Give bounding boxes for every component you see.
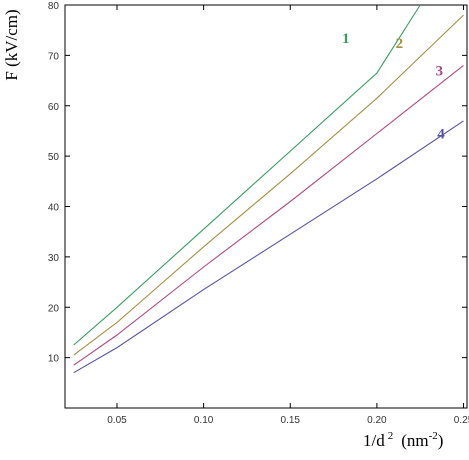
x-axis-title-unit-close: ): [438, 431, 444, 450]
y-axis: 10 20 30 40 50 60 70 80: [48, 1, 467, 365]
series-line-3: [73, 64, 464, 366]
x-tick-label: 0.10: [194, 415, 214, 426]
x-axis-title-unit: (nm: [401, 431, 428, 450]
x-axis-title-unit-superscript: -2: [429, 430, 438, 442]
series-label-2: 2: [396, 36, 404, 52]
series-lines: [73, 4, 464, 374]
x-tick-label: 0.05: [107, 415, 127, 426]
series-line-1: [73, 4, 421, 346]
series-line-4: [73, 120, 464, 374]
x-axis-title-superscript: 2: [388, 430, 394, 442]
x-tick-label: 0.15: [281, 415, 301, 426]
x-tick-label: 0.25: [454, 415, 469, 426]
x-axis-title: 1/d 2 (nm-2): [363, 430, 443, 450]
series-line-2: [73, 14, 464, 356]
y-axis-title: F (kV/cm): [2, 9, 21, 80]
x-tick-label: 0.20: [367, 415, 387, 426]
series-label-4: 4: [437, 126, 445, 142]
series-label-1: 1: [342, 31, 350, 47]
y-tick-label: 10: [48, 354, 60, 365]
y-tick-label: 40: [48, 203, 60, 214]
y-tick-label: 60: [48, 102, 60, 113]
x-axis: 0.05 0.10 0.15 0.20 0.25: [107, 5, 469, 426]
y-tick-label: 30: [48, 253, 60, 264]
y-tick-label: 80: [48, 1, 60, 12]
y-tick-label: 50: [48, 152, 60, 163]
y-tick-label: 70: [48, 51, 60, 62]
y-tick-label: 20: [48, 303, 60, 314]
plot-frame: [64, 4, 468, 409]
x-axis-title-main: 1/d: [363, 431, 385, 450]
series-label-3: 3: [436, 64, 444, 80]
series-labels: 1 2 3 4: [342, 31, 445, 143]
